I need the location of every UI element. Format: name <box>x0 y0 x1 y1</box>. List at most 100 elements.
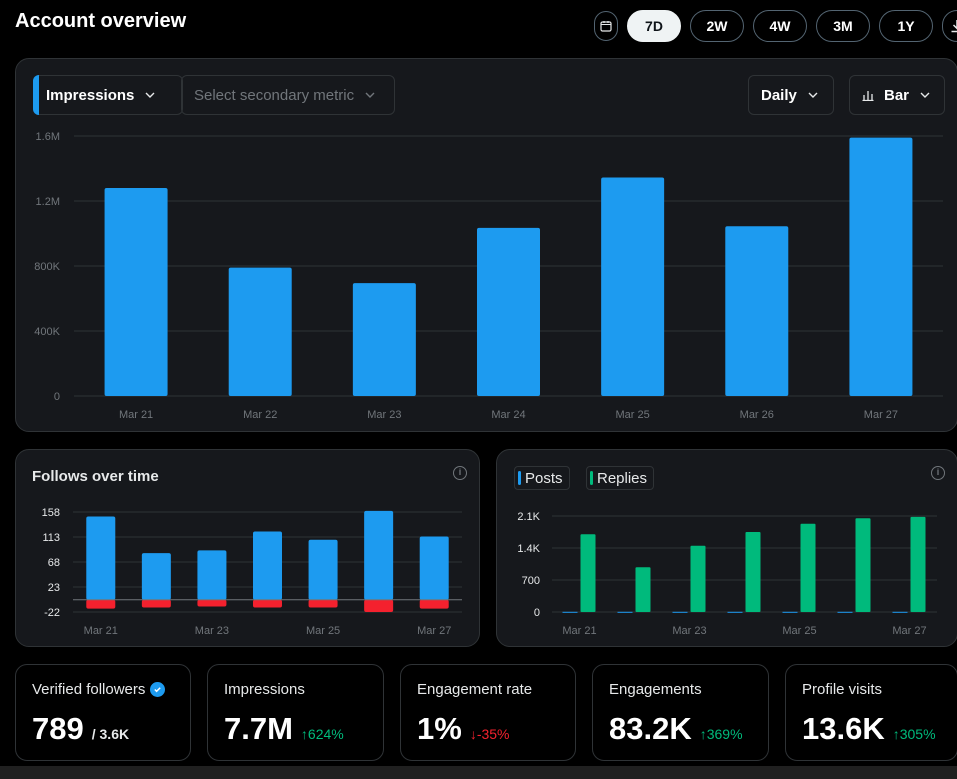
unfollows-bar <box>86 599 116 609</box>
download-button[interactable] <box>942 10 957 42</box>
y-tick-label: 1.6M <box>36 131 60 143</box>
chart-type-dropdown[interactable]: Bar <box>849 75 945 115</box>
chart-type-label: Bar <box>884 86 910 104</box>
stat-change: ↑369% <box>699 726 743 742</box>
download-icon <box>951 20 957 33</box>
y-tick-label: 158 <box>42 507 60 519</box>
stat-engagements[interactable]: Engagements 83.2K ↑369% <box>592 664 769 761</box>
posts-bar <box>562 611 578 613</box>
unfollows-bar <box>253 599 282 608</box>
follows-bar <box>141 553 171 600</box>
os-taskbar <box>0 766 957 779</box>
y-tick-label: 0 <box>54 391 60 403</box>
x-tick-label: Mar 25 <box>306 625 340 637</box>
replies-bar <box>910 516 926 612</box>
stat-value: 1% <box>417 711 462 746</box>
impressions-bar <box>849 137 913 396</box>
range-3m-button[interactable]: 3M <box>816 10 870 42</box>
primary-metric-label: Impressions <box>46 86 135 104</box>
chevron-down-icon <box>365 92 375 98</box>
stat-profile-visits[interactable]: Profile visits 13.6K ↑305% <box>785 664 957 761</box>
x-tick-label: Mar 27 <box>417 625 451 637</box>
y-tick-label: 0 <box>534 607 540 619</box>
x-tick-label: Mar 26 <box>740 409 774 421</box>
stat-change: ↑624% <box>300 726 344 742</box>
secondary-metric-dropdown[interactable]: Select secondary metric <box>181 75 395 115</box>
stat-value-wrap: 7.7M ↑624% <box>224 711 344 747</box>
y-tick-label: 1.4K <box>517 543 540 555</box>
x-tick-label: Mar 21 <box>84 625 118 637</box>
stat-label: Engagement rate <box>417 681 533 698</box>
stat-value-wrap: 1% ↓-35% <box>417 711 510 747</box>
range-7d-button[interactable]: 7D <box>627 10 681 42</box>
posts-bar <box>727 611 743 613</box>
stat-value: 7.7M <box>224 711 293 746</box>
x-tick-label: Mar 23 <box>367 409 401 421</box>
stat-label: Verified followers <box>32 681 146 698</box>
y-tick-label: 68 <box>48 557 60 569</box>
chevron-down-icon <box>145 92 155 98</box>
y-tick-label: 113 <box>42 532 60 544</box>
replies-bar <box>800 523 816 612</box>
x-tick-label: Mar 23 <box>672 625 706 637</box>
y-tick-label: 400K <box>34 326 60 338</box>
replies-bar <box>745 532 761 612</box>
stat-change: ↓-35% <box>469 726 510 742</box>
unfollows-bar <box>197 599 227 607</box>
follows-bar-chart: -22 23 68 113 158 Mar 21 Mar 23 Mar 25 Mar 27 <box>42 507 462 637</box>
page-title: Account overview <box>15 10 187 32</box>
x-tick-label: Mar 21 <box>119 409 153 421</box>
legend-replies[interactable]: Replies <box>586 466 655 490</box>
impressions-bar <box>725 226 789 396</box>
range-2w-button[interactable]: 2W <box>690 10 744 42</box>
follows-card: Follows over time i -22 23 68 113 158 Mar 21 M… <box>15 449 480 647</box>
unfollows-bar <box>419 599 449 609</box>
follows-bar <box>364 510 394 600</box>
primary-metric-dropdown[interactable]: Impressions <box>33 75 183 115</box>
calendar-icon <box>600 21 612 32</box>
info-icon[interactable]: i <box>931 466 945 480</box>
posts-bar <box>892 611 908 613</box>
stat-value: 83.2K <box>609 711 692 746</box>
follows-bar <box>253 531 282 600</box>
impressions-bar-chart: 0 400K 800K 1.2M 1.6M Mar 21 Mar 22 Mar 23 Mar 2… <box>34 131 943 421</box>
stat-total: / 3.6K <box>91 726 130 742</box>
stat-label-wrap: Verified followers <box>32 681 166 698</box>
replies-bar <box>635 567 651 612</box>
y-tick-label: 800K <box>34 261 60 273</box>
granularity-label: Daily <box>761 86 797 104</box>
stat-change-value: 305% <box>899 726 936 742</box>
impressions-bar <box>477 227 540 396</box>
follows-bar <box>308 539 338 600</box>
range-4w-button[interactable]: 4W <box>753 10 807 42</box>
y-tick-label: 23 <box>48 582 60 594</box>
unfollows-bar <box>141 599 171 608</box>
x-tick-label: Mar 21 <box>562 625 596 637</box>
info-icon[interactable]: i <box>453 466 467 480</box>
y-tick-label: 1.2M <box>36 196 60 208</box>
follows-bar <box>197 550 227 600</box>
granularity-dropdown[interactable]: Daily <box>748 75 834 115</box>
legend-posts[interactable]: Posts <box>514 466 570 490</box>
stat-value: 13.6K <box>802 711 885 746</box>
stat-impressions[interactable]: Impressions 7.7M ↑624% <box>207 664 384 761</box>
chevron-down-icon <box>808 92 818 98</box>
bar-chart-icon <box>862 91 874 101</box>
stat-engagement-rate[interactable]: Engagement rate 1% ↓-35% <box>400 664 576 761</box>
range-1y-button[interactable]: 1Y <box>879 10 933 42</box>
follows-bar <box>86 516 116 600</box>
x-tick-label: Mar 22 <box>243 409 277 421</box>
impressions-bar <box>228 267 292 396</box>
legend-posts-swatch <box>518 471 521 485</box>
impressions-chart-card: Impressions Select secondary metric Dail… <box>15 58 957 432</box>
calendar-button[interactable] <box>594 11 618 41</box>
chevron-down-icon <box>920 92 930 98</box>
stat-label: Engagements <box>609 681 702 698</box>
impressions-bar <box>104 188 168 396</box>
x-tick-label: Mar 23 <box>195 625 229 637</box>
stat-verified-followers[interactable]: Verified followers 789 / 3.6K <box>15 664 191 761</box>
replies-bar <box>580 534 596 612</box>
posts-bar <box>617 611 633 613</box>
impressions-bar <box>352 283 416 396</box>
stat-change-value: 624% <box>307 726 344 742</box>
